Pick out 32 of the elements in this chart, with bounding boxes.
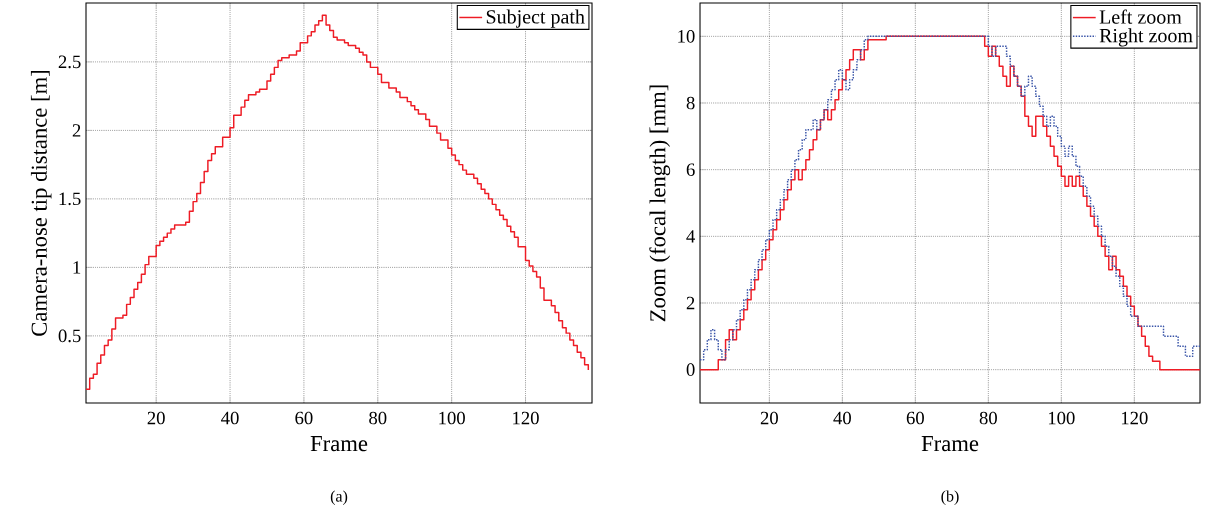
text: (b): [941, 490, 959, 505]
legend-label: Left zoom: [1099, 9, 1182, 24]
x-tick-label: 20: [147, 411, 165, 425]
x-tick-label: 60: [295, 411, 313, 425]
y-tick-label: 2.5: [58, 55, 81, 69]
y-tick-label: 8: [686, 96, 695, 110]
x-tick-label: 80: [979, 411, 997, 425]
x-tick-label: 120: [1121, 411, 1148, 425]
x-axis-title: Frame: [921, 436, 979, 452]
x-axis-title: Frame: [310, 436, 368, 452]
y-tick-label: 4: [686, 230, 696, 243]
x-tick-label: 100: [439, 411, 465, 425]
legend-label: Right zoom: [1099, 28, 1193, 47]
y-tick-label: 1.5: [59, 192, 81, 206]
x-tick-label: 40: [221, 411, 239, 425]
x-tick-label: 60: [906, 411, 924, 425]
x-tick-label: 80: [369, 411, 387, 425]
x-tick-label: 100: [1048, 411, 1075, 425]
x-tick-label: 40: [833, 411, 851, 425]
y-tick-label: 0.5: [58, 329, 81, 343]
x-tick-label: 120: [513, 411, 539, 425]
y-tick-label: 1: [73, 261, 81, 274]
text: (a): [330, 490, 348, 505]
y-tick-label: 10: [678, 30, 695, 43]
y-axis-title: Camera-nose tip distance [m]: [30, 70, 52, 336]
x-tick-label: 20: [760, 411, 778, 425]
y-tick-label: 2: [686, 296, 695, 310]
y-tick-label: 0: [686, 363, 695, 376]
legend-label: Subject path: [486, 9, 585, 28]
y-axis-title: Zoom (focal length) [mm]: [649, 85, 671, 322]
y-tick-label: 6: [686, 163, 695, 176]
y-tick-label: 2: [72, 124, 81, 137]
